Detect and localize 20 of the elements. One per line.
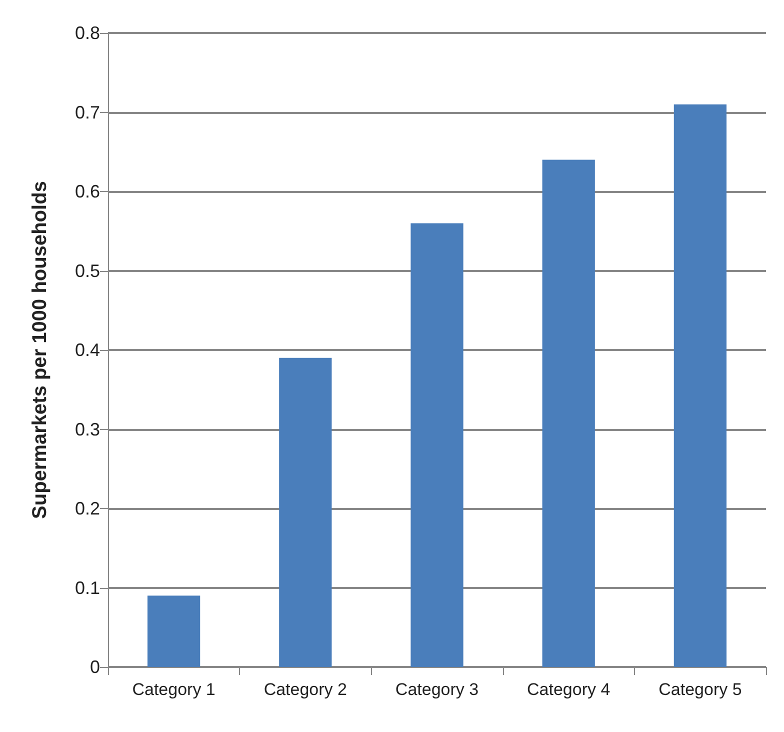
x-tick-label: Category 3 (395, 680, 479, 699)
x-tick-label: Category 1 (132, 680, 216, 699)
y-tick-label: 0.6 (74, 182, 100, 202)
x-tick-label: Category 4 (527, 680, 610, 699)
bar (279, 358, 332, 667)
y-tick-label: 0.7 (74, 102, 100, 122)
y-tick-label: 0.5 (74, 260, 100, 281)
x-tick-label: Category 5 (658, 680, 742, 699)
bar (147, 596, 200, 667)
y-tick-label: 0.8 (74, 23, 100, 43)
x-tick-label: Category 2 (264, 680, 347, 699)
bar (410, 223, 464, 667)
bar (542, 160, 595, 667)
y-tick-label: 0.1 (74, 578, 100, 598)
y-tick-label: 0.3 (74, 419, 100, 440)
y-axis-title: Supermarkets per 1000 households (29, 181, 51, 519)
y-tick-label: 0.4 (74, 340, 100, 360)
y-tick-label: 0 (90, 657, 100, 677)
bar (674, 104, 727, 667)
y-tick-label: 0.2 (74, 498, 100, 518)
